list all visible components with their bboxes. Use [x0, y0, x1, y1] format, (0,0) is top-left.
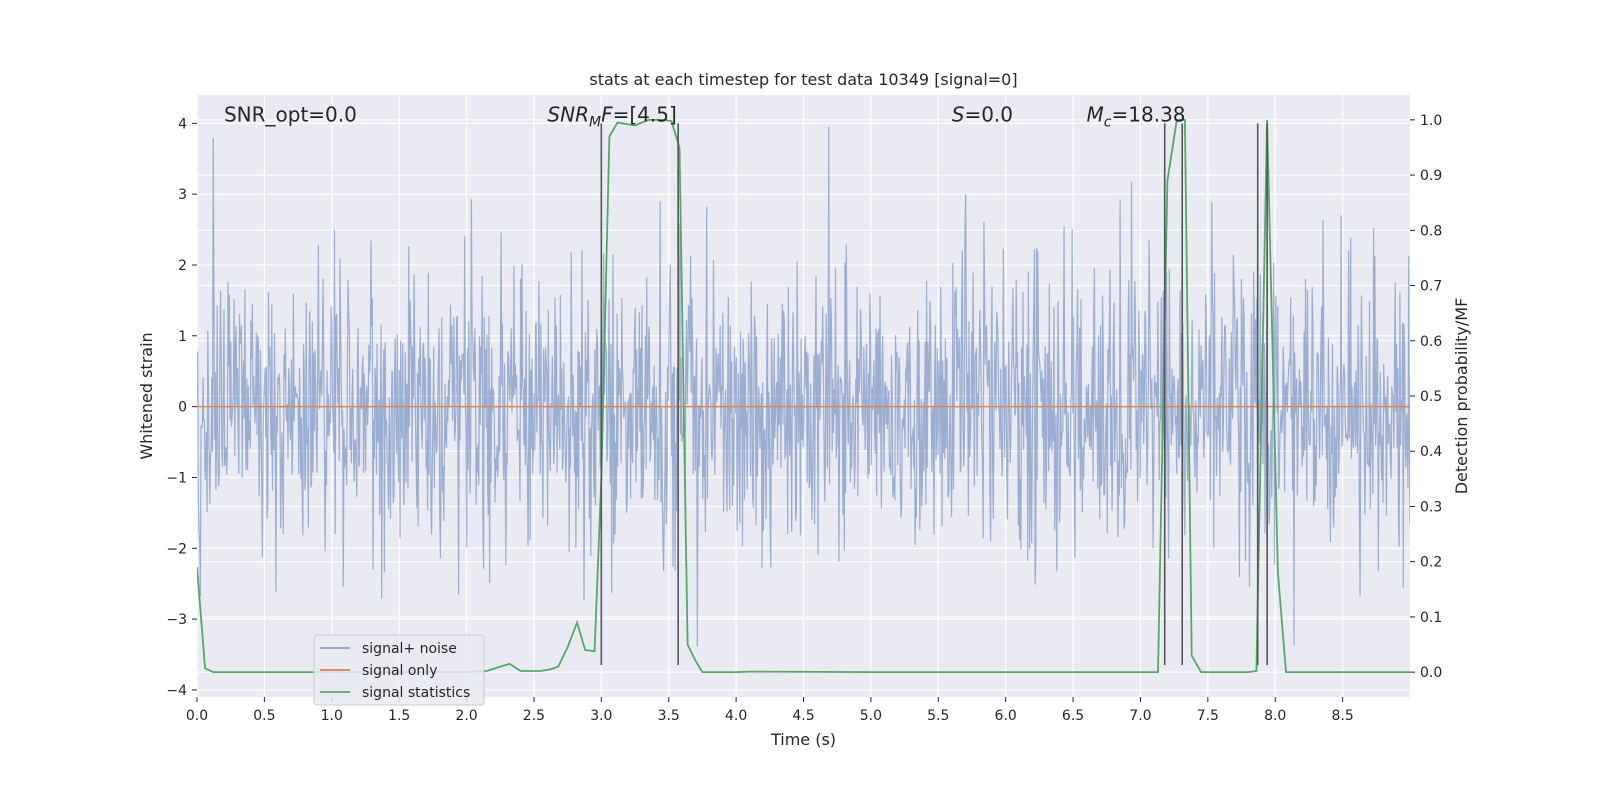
annotation-label: S=0.0	[952, 102, 1013, 126]
x-tick-label: 5.5	[927, 708, 949, 724]
y-axis-left: −4 −3 −2 −1 0 1 2 3 4	[166, 116, 197, 699]
annotation-label: SNR_opt=0.0	[224, 102, 357, 126]
x-tick-label: 3.0	[590, 708, 612, 724]
series-layer	[197, 119, 1410, 673]
y2-tick-label: 0.3	[1420, 499, 1442, 515]
y-tick-label: −3	[166, 612, 187, 628]
y2-tick-label: 0.9	[1420, 168, 1442, 184]
y-axis-label: Whitened strain	[137, 332, 156, 459]
x-tick-label: 3.5	[658, 708, 680, 724]
x-tick-label: 5.0	[860, 708, 882, 724]
x-axis-label: Time (s)	[770, 730, 836, 749]
chart-title: stats at each timestep for test data 103…	[589, 70, 1017, 89]
x-tick-label: 6.5	[1062, 708, 1084, 724]
y-tick-label: 4	[178, 116, 187, 132]
annotations: SNR_opt=0.0 SNRMF=[4.5] S=0.0 Mc=18.38	[224, 102, 1186, 130]
x-tick-label: 6.0	[995, 708, 1017, 724]
x-tick-label: 4.5	[792, 708, 814, 724]
y2-axis-label: Detection probability/MF	[1452, 298, 1471, 495]
legend-box	[313, 634, 485, 706]
y2-tick-label: 0.8	[1420, 223, 1442, 239]
annotation-value: F=[4.5]	[601, 102, 677, 126]
annotation-value: =18.38	[1112, 102, 1186, 126]
y-tick-label: 3	[178, 187, 187, 203]
annotation-label: Mc=18.38	[1087, 102, 1186, 130]
x-tick-label: 7.0	[1129, 708, 1151, 724]
y-tick-label: −2	[166, 541, 187, 557]
legend-entry: signal statistics	[362, 685, 470, 701]
y-tick-label: 0	[178, 400, 187, 416]
annotation-letter: F	[601, 102, 613, 126]
x-tick-label: 4.0	[725, 708, 747, 724]
y-tick-label: 2	[178, 258, 187, 274]
x-tick-label: 0.0	[186, 708, 208, 724]
x-tick-label: 7.5	[1197, 708, 1219, 724]
legend-entry: signal+ noise	[362, 641, 457, 657]
legend: signal+ noise signal only signal statistic…	[313, 634, 485, 706]
annotation-number: =[4.5]	[613, 102, 677, 126]
x-tick-label: 1.5	[388, 708, 410, 724]
y2-tick-label: 0.1	[1420, 610, 1442, 626]
legend-entry: signal only	[362, 663, 437, 679]
annotation-value: =0.0	[964, 102, 1013, 126]
x-tick-label: 2.0	[455, 708, 477, 724]
x-tick-label: 2.5	[523, 708, 545, 724]
y2-tick-label: 0.2	[1420, 555, 1442, 571]
annotation-subscript: M	[589, 114, 601, 130]
y2-tick-label: 0.4	[1420, 444, 1442, 460]
y-tick-label: −1	[166, 470, 187, 486]
plot-area	[197, 119, 1410, 673]
y2-tick-label: 0.0	[1420, 665, 1442, 681]
x-tick-label: 8.0	[1264, 708, 1286, 724]
y-axis-right: 0.0 0.1 0.2 0.3 0.4 0.5 0.6 0.7 0.8 0.9 1.0	[1410, 113, 1442, 681]
y2-tick-label: 0.7	[1420, 279, 1442, 295]
y-tick-label: −4	[166, 683, 187, 699]
y2-tick-label: 0.5	[1420, 389, 1442, 405]
annotation-symbol: S	[952, 102, 965, 126]
y-tick-label: 1	[178, 329, 187, 345]
y2-tick-label: 1.0	[1420, 113, 1442, 129]
annotation-label: SNRMF=[4.5]	[547, 102, 676, 130]
series-signal-statistics	[197, 119, 1410, 673]
vertical-markers	[600, 123, 1268, 666]
series-signal-plus-noise	[197, 126, 1410, 647]
x-tick-label: 8.5	[1331, 708, 1353, 724]
x-tick-label: 1.0	[321, 708, 343, 724]
annotation-symbol: M	[1087, 102, 1104, 126]
x-tick-label: 0.5	[253, 708, 275, 724]
y2-tick-label: 0.6	[1420, 334, 1442, 350]
x-axis: 0.0 0.5 1.0 1.5 2.0 2.5 3.0 3.5 4.0 4.5 5.0 5.5 6.0 6…	[186, 697, 1354, 724]
annotation-subscript: c	[1104, 114, 1112, 130]
annotation-symbol: SNR	[547, 102, 589, 126]
